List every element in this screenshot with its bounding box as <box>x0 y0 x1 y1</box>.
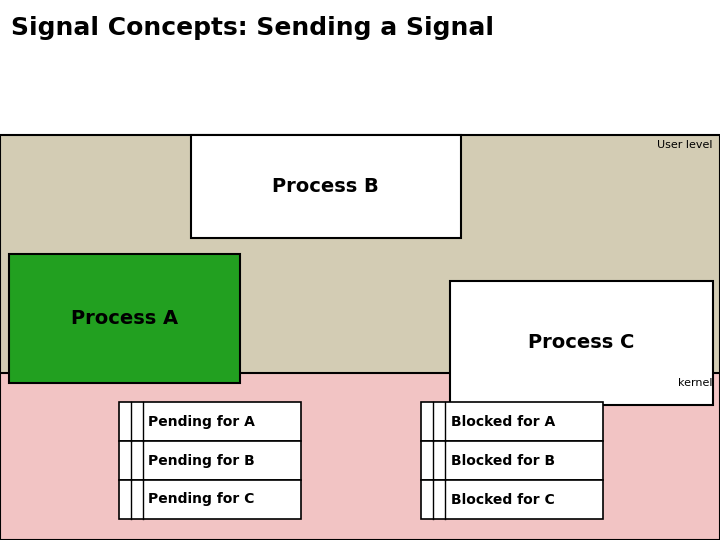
Text: Blocked for C: Blocked for C <box>451 492 554 507</box>
Text: Blocked for A: Blocked for A <box>451 415 555 429</box>
Bar <box>9 254 240 383</box>
Text: Blocked for B: Blocked for B <box>451 454 555 468</box>
Bar <box>0 135 720 470</box>
Text: Process C: Process C <box>528 333 634 353</box>
Bar <box>119 480 301 519</box>
Bar <box>450 281 713 405</box>
Bar <box>191 135 461 238</box>
Bar <box>0 373 720 540</box>
Text: Pending for C: Pending for C <box>148 492 255 507</box>
Text: Signal Concepts: Sending a Signal: Signal Concepts: Sending a Signal <box>11 16 494 40</box>
Text: Process A: Process A <box>71 309 178 328</box>
Bar <box>421 480 603 519</box>
Text: User level: User level <box>657 140 713 151</box>
Text: Pending for B: Pending for B <box>148 454 255 468</box>
Text: Pending for A: Pending for A <box>148 415 255 429</box>
Bar <box>119 402 301 441</box>
Bar <box>421 402 603 441</box>
Text: kernel: kernel <box>678 378 713 388</box>
Bar <box>119 441 301 480</box>
Text: Process B: Process B <box>272 177 379 196</box>
Bar <box>421 441 603 480</box>
